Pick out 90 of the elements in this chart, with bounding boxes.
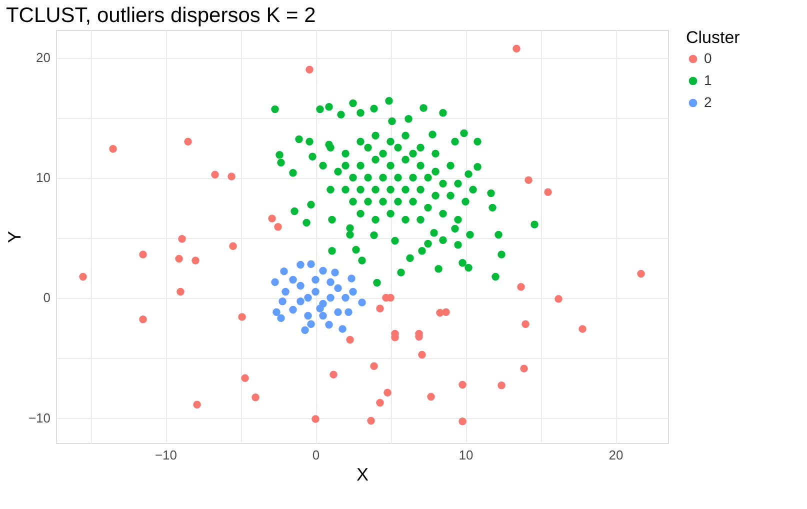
point	[376, 304, 384, 312]
point	[289, 306, 297, 314]
point	[312, 276, 320, 284]
point	[326, 278, 334, 286]
point	[522, 320, 530, 328]
point	[211, 170, 219, 179]
x-tick-label: −10	[154, 448, 178, 462]
point	[274, 223, 282, 231]
point	[330, 370, 338, 378]
point	[109, 144, 117, 153]
point	[442, 308, 450, 316]
x-tick-label: 10	[458, 448, 474, 462]
legend-label: 2	[704, 94, 712, 110]
point	[229, 242, 237, 250]
point	[79, 272, 87, 281]
point	[578, 325, 586, 333]
point	[384, 388, 392, 396]
point	[272, 308, 280, 316]
point	[175, 254, 183, 263]
x-tick-label: 0	[312, 448, 320, 462]
point	[418, 350, 426, 359]
point	[289, 276, 297, 284]
point	[296, 260, 304, 269]
point	[458, 418, 466, 426]
point	[427, 392, 435, 401]
legend-label: 1	[704, 72, 712, 88]
point	[358, 298, 366, 306]
point	[306, 66, 314, 74]
y-tick-label: 0	[43, 290, 50, 306]
point	[312, 415, 320, 423]
point	[319, 266, 327, 275]
x-axis-title: X	[356, 464, 369, 484]
point	[268, 214, 276, 222]
point	[252, 394, 260, 402]
point	[346, 336, 354, 344]
point	[296, 297, 304, 306]
point	[344, 308, 352, 316]
point	[278, 297, 286, 306]
point	[178, 235, 186, 243]
point	[301, 326, 309, 334]
point	[637, 270, 645, 278]
point	[192, 256, 200, 264]
point	[376, 398, 384, 407]
point	[312, 288, 320, 296]
point	[193, 400, 201, 408]
point	[282, 288, 290, 296]
point	[307, 320, 315, 328]
point	[512, 44, 520, 52]
point	[370, 362, 378, 370]
point	[498, 382, 506, 390]
point	[296, 282, 304, 290]
point	[517, 283, 525, 291]
point	[304, 312, 312, 320]
point	[280, 267, 288, 276]
legend-title: Cluster	[686, 28, 740, 47]
point	[342, 294, 350, 302]
point	[238, 313, 246, 321]
point	[241, 374, 249, 382]
point	[139, 250, 147, 258]
point	[304, 294, 312, 302]
point	[458, 380, 466, 389]
point	[184, 138, 192, 146]
point	[520, 364, 528, 372]
point	[334, 308, 342, 316]
point	[338, 325, 346, 333]
point	[367, 416, 375, 425]
y-tick-label: 10	[36, 170, 50, 186]
point	[326, 294, 334, 302]
legend-label: 0	[704, 50, 712, 66]
y-tick-label: 20	[36, 50, 50, 66]
x-tick-label: 20	[608, 448, 624, 462]
point	[277, 314, 285, 322]
point	[228, 172, 236, 180]
point	[307, 260, 315, 268]
chart-title: TCLUST, outliers dispersos K = 2	[6, 4, 316, 27]
point	[325, 320, 333, 329]
point	[544, 188, 552, 196]
y-tick-label: −10	[28, 410, 50, 426]
point	[331, 268, 339, 276]
point	[316, 304, 324, 312]
point	[176, 288, 184, 296]
point	[334, 284, 342, 292]
y-axis-title: Y	[4, 230, 24, 244]
point	[349, 288, 357, 296]
point	[139, 315, 147, 324]
point	[554, 295, 562, 303]
point	[524, 176, 532, 184]
point	[348, 274, 356, 282]
point	[271, 278, 279, 286]
point	[319, 312, 327, 320]
